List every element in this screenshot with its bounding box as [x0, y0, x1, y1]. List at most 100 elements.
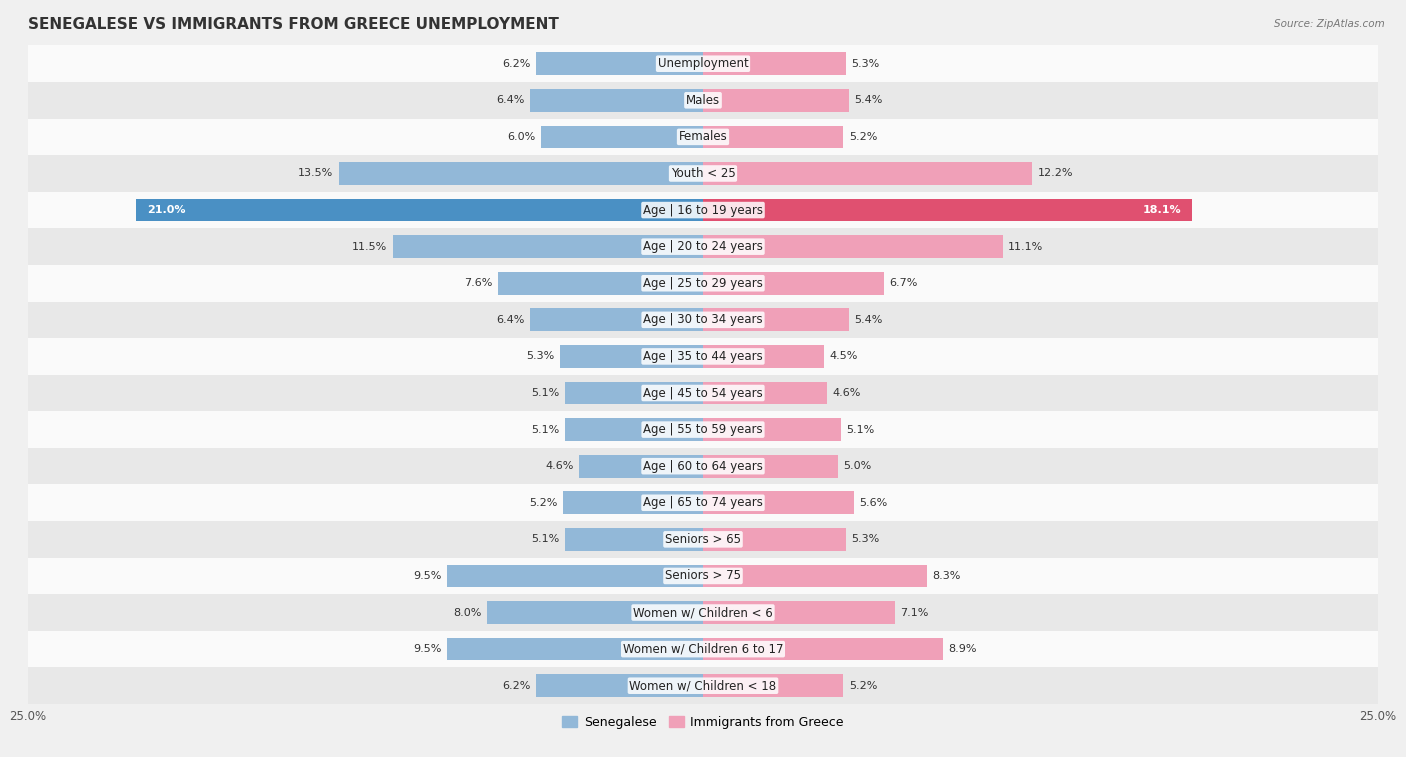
Text: Women w/ Children < 6: Women w/ Children < 6 — [633, 606, 773, 619]
Text: Age | 55 to 59 years: Age | 55 to 59 years — [643, 423, 763, 436]
Text: 5.3%: 5.3% — [526, 351, 554, 361]
Bar — [536, 52, 703, 75]
Bar — [579, 455, 703, 478]
Text: 4.6%: 4.6% — [546, 461, 574, 471]
Bar — [703, 89, 849, 111]
Bar — [565, 528, 703, 550]
Text: 5.1%: 5.1% — [846, 425, 875, 435]
Text: Source: ZipAtlas.com: Source: ZipAtlas.com — [1274, 19, 1385, 29]
Text: Males: Males — [686, 94, 720, 107]
Bar — [28, 558, 1378, 594]
Text: Age | 35 to 44 years: Age | 35 to 44 years — [643, 350, 763, 363]
Text: Females: Females — [679, 130, 727, 143]
Bar — [28, 192, 1378, 229]
Text: Age | 16 to 19 years: Age | 16 to 19 years — [643, 204, 763, 217]
Bar — [560, 345, 703, 368]
Text: 6.2%: 6.2% — [502, 59, 530, 69]
Bar — [703, 162, 1032, 185]
Text: 5.1%: 5.1% — [531, 388, 560, 398]
Text: 6.0%: 6.0% — [508, 132, 536, 142]
Bar — [703, 491, 855, 514]
Text: 21.0%: 21.0% — [146, 205, 186, 215]
Text: Age | 60 to 64 years: Age | 60 to 64 years — [643, 459, 763, 472]
Bar — [541, 126, 703, 148]
Text: 7.1%: 7.1% — [900, 608, 928, 618]
Bar — [703, 52, 846, 75]
Bar — [703, 638, 943, 660]
Text: Age | 20 to 24 years: Age | 20 to 24 years — [643, 240, 763, 253]
Bar — [28, 82, 1378, 119]
Text: 5.3%: 5.3% — [852, 534, 880, 544]
Bar — [565, 382, 703, 404]
Bar — [28, 521, 1378, 558]
Text: SENEGALESE VS IMMIGRANTS FROM GREECE UNEMPLOYMENT: SENEGALESE VS IMMIGRANTS FROM GREECE UNE… — [28, 17, 560, 32]
Bar — [530, 309, 703, 331]
Bar — [28, 375, 1378, 411]
Text: 5.2%: 5.2% — [849, 132, 877, 142]
Bar — [28, 631, 1378, 668]
Text: Age | 25 to 29 years: Age | 25 to 29 years — [643, 277, 763, 290]
Text: 5.1%: 5.1% — [531, 425, 560, 435]
Text: 5.0%: 5.0% — [844, 461, 872, 471]
Text: 7.6%: 7.6% — [464, 279, 492, 288]
Bar — [486, 601, 703, 624]
Text: Youth < 25: Youth < 25 — [671, 167, 735, 180]
Text: 12.2%: 12.2% — [1038, 169, 1073, 179]
Bar — [562, 491, 703, 514]
Text: 11.1%: 11.1% — [1008, 241, 1043, 251]
Text: 6.4%: 6.4% — [496, 95, 524, 105]
Bar — [28, 338, 1378, 375]
Bar — [703, 528, 846, 550]
Bar — [28, 411, 1378, 448]
Bar — [703, 345, 824, 368]
Text: Age | 65 to 74 years: Age | 65 to 74 years — [643, 497, 763, 509]
Bar — [28, 668, 1378, 704]
Bar — [136, 199, 703, 221]
Bar — [703, 126, 844, 148]
Text: 9.5%: 9.5% — [413, 571, 441, 581]
Legend: Senegalese, Immigrants from Greece: Senegalese, Immigrants from Greece — [557, 711, 849, 734]
Bar — [28, 301, 1378, 338]
Text: Age | 30 to 34 years: Age | 30 to 34 years — [643, 313, 763, 326]
Text: Women w/ Children < 18: Women w/ Children < 18 — [630, 679, 776, 692]
Bar — [28, 484, 1378, 521]
Text: 9.5%: 9.5% — [413, 644, 441, 654]
Text: 18.1%: 18.1% — [1142, 205, 1181, 215]
Text: Women w/ Children 6 to 17: Women w/ Children 6 to 17 — [623, 643, 783, 656]
Bar — [703, 272, 884, 294]
Text: 5.6%: 5.6% — [859, 498, 887, 508]
Text: 5.1%: 5.1% — [531, 534, 560, 544]
Bar — [28, 448, 1378, 484]
Bar — [703, 565, 927, 587]
Bar — [28, 155, 1378, 192]
Text: 8.3%: 8.3% — [932, 571, 960, 581]
Text: 6.7%: 6.7% — [889, 279, 918, 288]
Bar — [703, 235, 1002, 258]
Bar — [703, 601, 894, 624]
Bar — [703, 455, 838, 478]
Bar — [339, 162, 703, 185]
Bar — [28, 594, 1378, 631]
Bar — [703, 309, 849, 331]
Text: 4.5%: 4.5% — [830, 351, 858, 361]
Text: 5.3%: 5.3% — [852, 59, 880, 69]
Bar — [703, 382, 827, 404]
Bar — [447, 638, 703, 660]
Text: 5.2%: 5.2% — [849, 681, 877, 690]
Bar — [392, 235, 703, 258]
Bar — [447, 565, 703, 587]
Bar — [28, 265, 1378, 301]
Text: 6.4%: 6.4% — [496, 315, 524, 325]
Bar — [536, 674, 703, 697]
Text: 4.6%: 4.6% — [832, 388, 860, 398]
Bar — [565, 419, 703, 441]
Bar — [703, 674, 844, 697]
Text: 11.5%: 11.5% — [352, 241, 387, 251]
Bar — [703, 419, 841, 441]
Bar — [28, 119, 1378, 155]
Bar — [530, 89, 703, 111]
Text: 5.4%: 5.4% — [855, 315, 883, 325]
Text: Age | 45 to 54 years: Age | 45 to 54 years — [643, 387, 763, 400]
Bar — [703, 199, 1192, 221]
Text: 5.2%: 5.2% — [529, 498, 557, 508]
